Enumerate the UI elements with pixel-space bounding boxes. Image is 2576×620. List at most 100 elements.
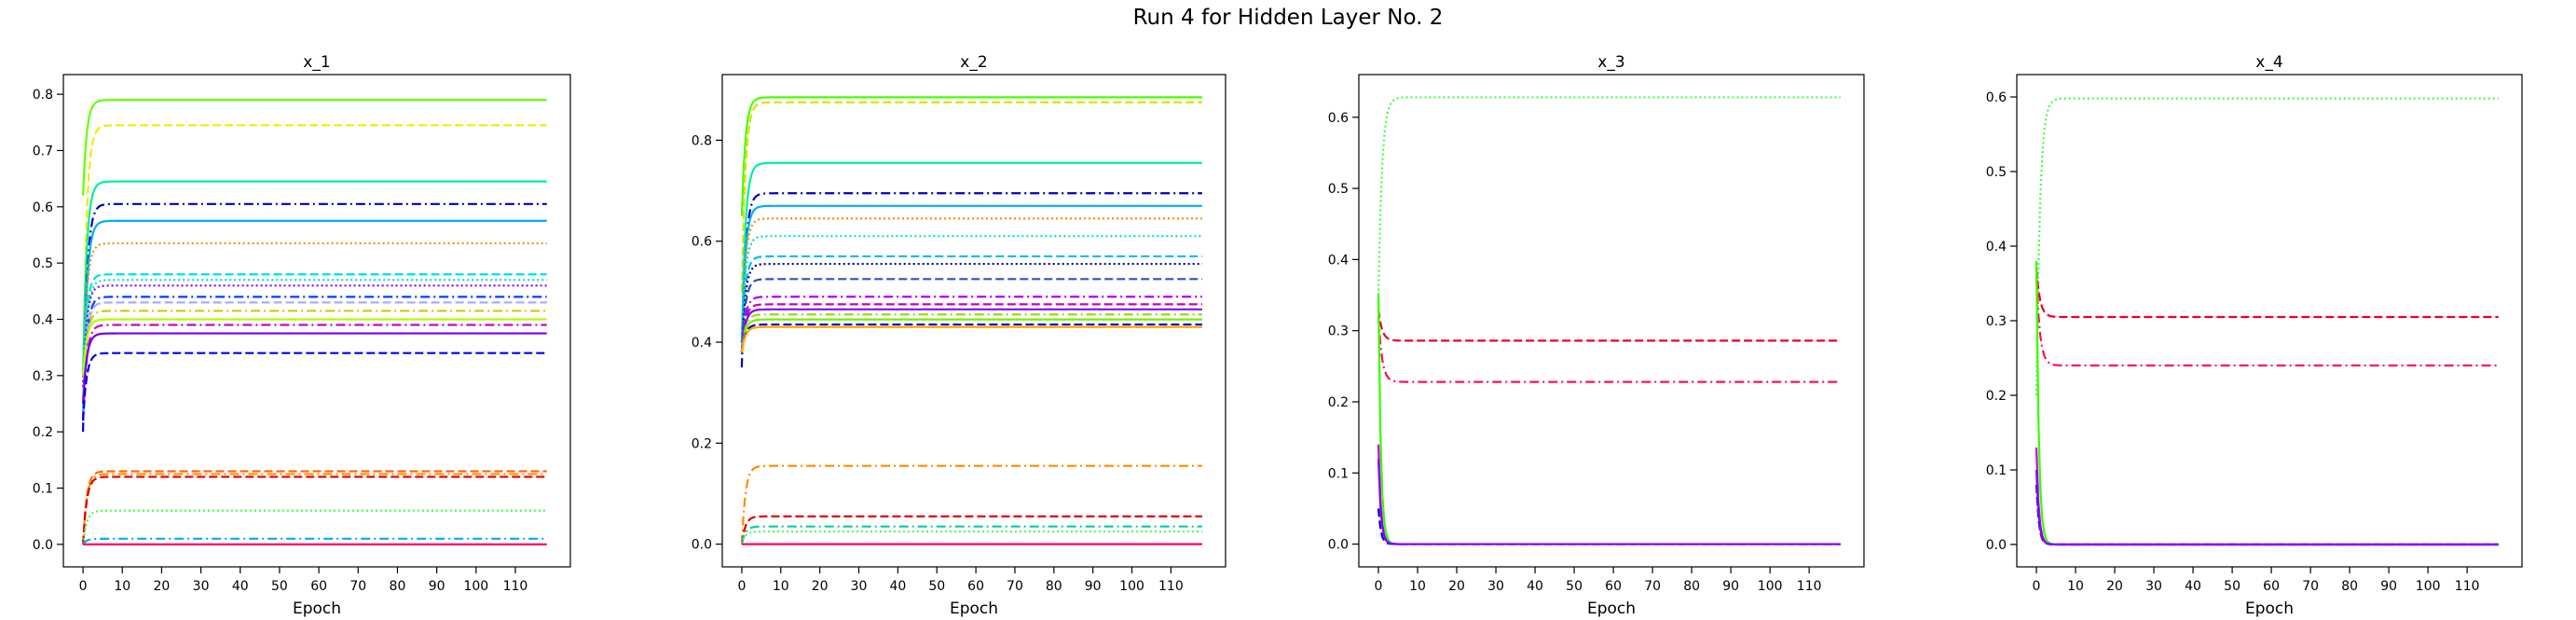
- series-line-6: [2035, 484, 2499, 546]
- y-tick-label: 0.3: [1328, 324, 1349, 339]
- y-tick-label: 0.5: [1986, 165, 2007, 180]
- x-axis-label: Epoch: [1587, 599, 1636, 618]
- y-tick-label: 0.4: [33, 312, 53, 327]
- series-line-17: [740, 325, 1202, 353]
- x-tick-label: 100: [463, 579, 488, 594]
- subplot-1: 0 10 20 30 40 50 60 70 80 90 100 110 0.0 0.1 0.2 0.3 0.4…: [33, 53, 571, 618]
- x-tick-label: 30: [2145, 579, 2162, 594]
- y-tick-label: 0.2: [692, 436, 712, 451]
- x-axis-label: Epoch: [2245, 599, 2294, 618]
- series-line-1: [740, 96, 1202, 216]
- y-tick-label: 0.4: [692, 336, 712, 351]
- series-line-18: [81, 473, 547, 544]
- y-tick-label: 0.2: [1328, 395, 1349, 410]
- x-tick-label: 100: [1119, 579, 1144, 594]
- series-line-5: [1377, 444, 1841, 545]
- y-tick-label: 0.2: [33, 425, 53, 440]
- series-line-12: [81, 310, 547, 399]
- x-tick-label: 0: [2033, 579, 2041, 594]
- series-line-1: [2035, 97, 2499, 396]
- x-tick-label: 30: [1487, 579, 1504, 594]
- x-tick-label: 0: [737, 579, 746, 594]
- y-tick-label: 0.1: [1986, 463, 2007, 478]
- x-tick-label: 20: [154, 579, 171, 594]
- y-tick-label: 0.0: [33, 538, 53, 553]
- series-line-14: [81, 324, 547, 421]
- series-line-2: [1377, 309, 1841, 342]
- x-tick-label: 70: [1644, 579, 1661, 594]
- series-line-7: [2035, 469, 2499, 546]
- x-tick-label: 40: [232, 579, 249, 594]
- series-line-18: [740, 464, 1202, 544]
- series-line-20: [740, 525, 1202, 544]
- series-line-11: [81, 301, 547, 405]
- series-line-8: [81, 279, 547, 405]
- series-line-3: [1377, 316, 1841, 383]
- x-tick-label: 80: [390, 579, 406, 594]
- y-tick-label: 0.3: [33, 369, 53, 384]
- series-line-1: [1377, 96, 1841, 296]
- series-line-4: [81, 202, 547, 433]
- figure-suptitle: Run 4 for Hidden Layer No. 2: [1132, 6, 1444, 30]
- series-line-19: [81, 475, 547, 544]
- x-tick-label: 70: [349, 579, 366, 594]
- series-line-15: [81, 332, 547, 405]
- series-line-2: [81, 124, 547, 376]
- y-tick-label: 0.6: [692, 235, 712, 250]
- series-line-21: [740, 530, 1202, 545]
- x-tick-label: 60: [967, 579, 984, 594]
- series-line-17: [81, 470, 547, 544]
- series-line-19: [740, 515, 1202, 544]
- subplot-3: 0 10 20 30 40 50 60 70 80 90 100 110 0.0 0.1 0.2 0.3 0.4…: [1328, 53, 1865, 618]
- x-tick-label: 40: [2185, 579, 2201, 594]
- y-tick-label: 0.3: [1986, 314, 2007, 329]
- x-tick-label: 80: [1683, 579, 1700, 594]
- x-tick-label: 40: [1527, 579, 1543, 594]
- y-tick-label: 0.0: [1986, 538, 2007, 553]
- x-tick-label: 60: [1605, 579, 1622, 594]
- x-tick-label: 10: [114, 579, 130, 594]
- x-tick-label: 10: [1409, 579, 1426, 594]
- plot-frame: [1358, 74, 1865, 568]
- subplot-title: x_4: [2255, 53, 2282, 72]
- series-line-14: [740, 313, 1202, 352]
- series-line-4: [1377, 295, 1841, 545]
- subplot-title: x_1: [303, 53, 330, 72]
- series-line-3: [81, 180, 547, 376]
- series-line-6: [81, 241, 547, 387]
- series-line-4: [2035, 260, 2499, 546]
- y-tick-label: 0.5: [1328, 182, 1349, 197]
- y-tick-label: 0.4: [1328, 253, 1349, 268]
- x-tick-label: 0: [1375, 579, 1383, 594]
- x-tick-label: 20: [1448, 579, 1465, 594]
- subplot-title: x_2: [960, 53, 987, 72]
- series-line-6: [740, 217, 1202, 343]
- x-tick-label: 10: [773, 579, 789, 594]
- series-line-15: [740, 318, 1202, 353]
- series-line-7: [81, 273, 547, 376]
- series-line-5: [81, 219, 547, 421]
- series-line-20: [82, 509, 547, 545]
- y-tick-label: 0.7: [33, 144, 53, 158]
- y-tick-label: 0.2: [1986, 389, 2007, 404]
- x-tick-label: 60: [310, 579, 327, 594]
- series-line-5: [740, 204, 1202, 343]
- y-tick-label: 0.6: [1986, 90, 2007, 105]
- plot-frame: [2016, 74, 2523, 568]
- y-tick-label: 0.8: [692, 133, 712, 148]
- series-line-3: [740, 161, 1202, 343]
- series-line-2: [740, 101, 1202, 292]
- x-tick-label: 10: [2067, 579, 2084, 594]
- series-line-10: [81, 296, 547, 421]
- x-tick-label: 50: [928, 579, 945, 594]
- series-line-13: [81, 318, 547, 376]
- y-tick-label: 0.0: [692, 538, 712, 553]
- x-tick-label: 110: [1158, 579, 1184, 594]
- series-line-3: [2035, 275, 2499, 367]
- series-line-12: [740, 303, 1202, 352]
- series-line-11: [740, 296, 1202, 352]
- x-tick-label: 40: [889, 579, 906, 594]
- x-tick-label: 110: [2455, 579, 2480, 594]
- x-tick-label: 110: [503, 579, 528, 594]
- x-tick-label: 70: [2302, 579, 2319, 594]
